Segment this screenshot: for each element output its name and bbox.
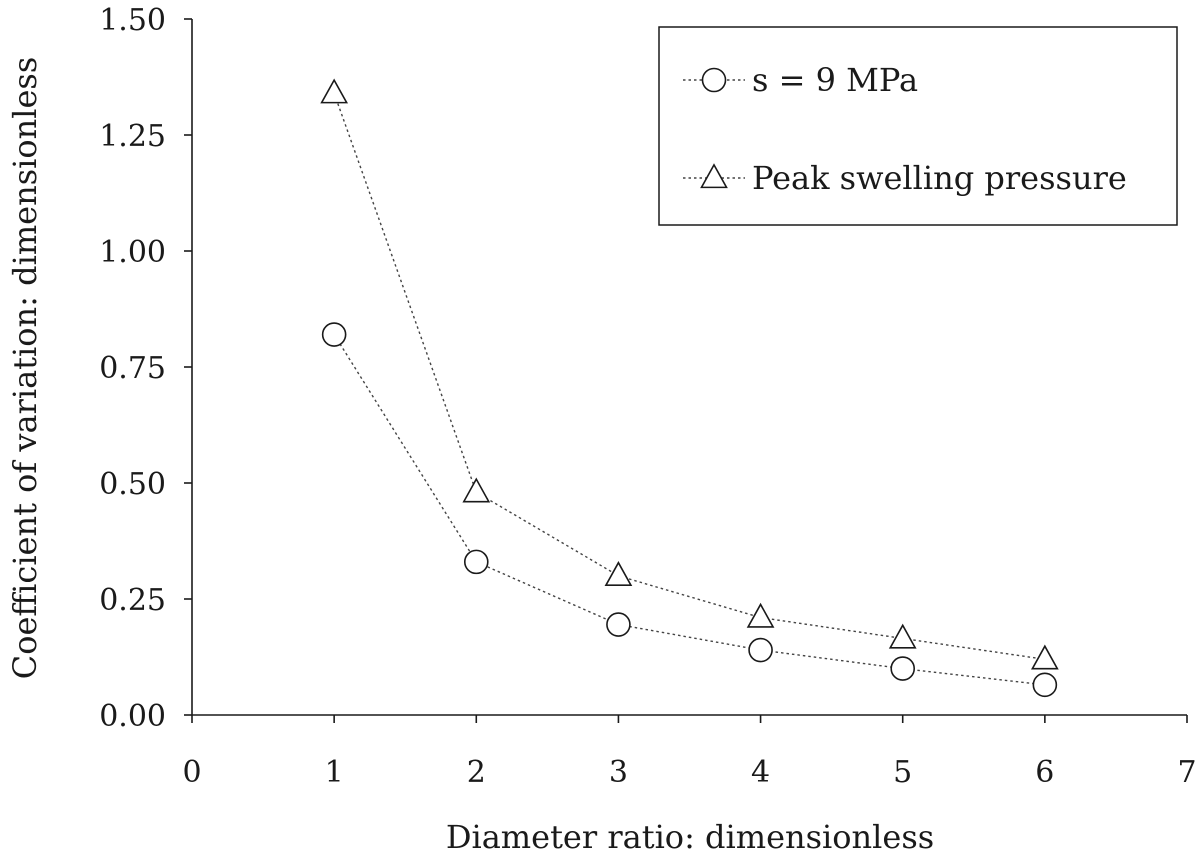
y-tick-label: 0.25 [99,583,166,618]
data-point-circle [1032,672,1058,698]
legend-item: Peak swelling pressure [683,159,1127,197]
legend: s = 9 MPa Peak swelling pressure [658,26,1178,226]
x-tick-label: 6 [1035,755,1054,790]
x-axis-title: Diameter ratio: dimensionless [446,818,934,856]
data-point-circle [321,322,347,347]
series-layer [320,78,1059,698]
series-line [333,334,1045,686]
y-axis-ticks: 0.00 0.25 0.50 0.75 1.00 1.25 1.50 [99,3,192,734]
data-point-triangle [888,623,917,649]
y-tick-label: 0.50 [99,467,166,502]
x-axis-ticks: 0 1 2 3 4 5 6 7 [182,715,1197,790]
series-triangle [320,78,1059,670]
series-circle [321,322,1058,698]
x-tick-label: 4 [751,755,770,790]
data-point-triangle [746,602,775,628]
data-point-triangle [320,78,349,104]
y-tick-label: 1.00 [99,235,166,270]
legend-marker-circle [701,67,727,93]
plot-area: 0.00 0.25 0.50 0.75 1.00 1.25 1.50 0 1 2 3 4 5 6 7 [99,3,1196,790]
x-tick-label: 5 [893,755,912,790]
legend-label: s = 9 MPa [752,61,918,99]
y-axis-title: Coefficient of variation: dimensionless [6,57,44,680]
data-point-circle [890,656,916,681]
data-point-circle [606,612,631,637]
legend-label: Peak swelling pressure [752,159,1127,197]
x-tick-label: 1 [325,755,344,790]
y-tick-label: 1.50 [99,3,166,38]
legend-items: s = 9 MPa Peak swelling pressure [683,61,1127,197]
x-tick-label: 3 [609,755,628,790]
series-line [333,93,1045,661]
data-point-circle [463,549,489,575]
y-tick-label: 0.00 [99,699,166,734]
y-tick-label: 1.25 [99,119,166,154]
legend-item: s = 9 MPa [683,61,918,99]
data-point-triangle [1030,644,1059,670]
data-point-triangle [604,561,633,586]
x-tick-label: 2 [467,755,486,790]
data-point-triangle [462,477,491,503]
x-tick-label: 7 [1177,755,1196,790]
legend-box [658,26,1178,226]
x-tick-label: 0 [182,755,201,790]
y-tick-label: 0.75 [99,351,166,386]
legend-marker-triangle [700,163,728,189]
data-point-circle [748,637,773,663]
